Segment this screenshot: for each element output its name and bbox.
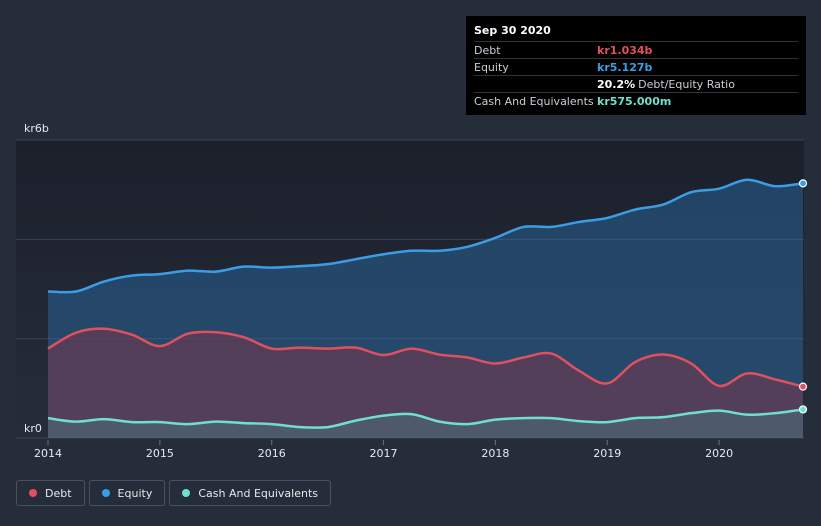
legend: Debt Equity Cash And Equivalents <box>16 480 331 506</box>
x-tick-label: 2014 <box>34 447 62 460</box>
tooltip-ratio-suffix: Debt/Equity Ratio <box>638 77 735 91</box>
y-axis-max-label: kr6b <box>24 122 49 135</box>
legend-item-cash[interactable]: Cash And Equivalents <box>169 480 331 506</box>
tooltip-cash-label: Cash And Equivalents <box>474 94 594 108</box>
tooltip-row-ratio: 20.2% Debt/Equity Ratio <box>474 76 798 93</box>
end-markers <box>798 179 808 414</box>
tooltip-debt-label: Debt <box>474 43 501 57</box>
cash-and-equivalents-line <box>47 408 804 429</box>
debt-area <box>48 328 803 438</box>
x-tick-label: 2015 <box>146 447 174 460</box>
x-tick-label: 2016 <box>258 447 286 460</box>
legend-item-equity[interactable]: Equity <box>88 480 166 506</box>
cash-and-equivalents-area <box>48 409 803 438</box>
tooltip-debt-value: kr1.034b <box>597 43 653 57</box>
tooltip-date: Sep 30 2020 <box>474 24 798 42</box>
x-tick-label: 2017 <box>370 447 398 460</box>
cash-and-equivalents-end-marker <box>798 405 808 414</box>
equity-dot-icon <box>101 489 110 497</box>
legend-debt-label: Debt <box>45 486 72 500</box>
debt-dot-icon <box>29 489 37 497</box>
debt-line <box>47 327 804 388</box>
x-axis-ticks: 2014 2015 2016 2017 2018 2019 2020 <box>34 440 733 460</box>
x-tick-label: 2020 <box>705 447 733 460</box>
tooltip-equity-value: kr5.127b <box>597 60 653 74</box>
tooltip-cash-value: kr575.000m <box>597 94 672 108</box>
cash-dot-icon <box>182 489 191 497</box>
equity-end-marker <box>798 179 808 188</box>
legend-item-debt[interactable]: Debt <box>16 480 85 506</box>
y-axis-zero-label: kr0 <box>24 422 42 435</box>
legend-cash-label: Cash And Equivalents <box>198 486 318 500</box>
tooltip-row-equity: Equity kr5.127b <box>474 59 798 76</box>
tooltip-row-debt: Debt kr1.034b <box>474 42 798 59</box>
series-lines <box>47 178 804 429</box>
tooltip-equity-label: Equity <box>474 60 509 74</box>
series-areas <box>48 179 803 438</box>
tooltip-row-cash: Cash And Equivalents kr575.000m <box>474 93 798 109</box>
equity-line <box>47 178 804 294</box>
x-tick-label: 2018 <box>481 447 509 460</box>
legend-equity-label: Equity <box>117 486 153 500</box>
x-tick-label: 2019 <box>593 447 621 460</box>
debt-end-marker <box>798 382 808 391</box>
tooltip-ratio-value: 20.2% <box>597 77 636 91</box>
tooltip: Sep 30 2020 Debt kr1.034b Equity kr5.127… <box>466 16 806 115</box>
